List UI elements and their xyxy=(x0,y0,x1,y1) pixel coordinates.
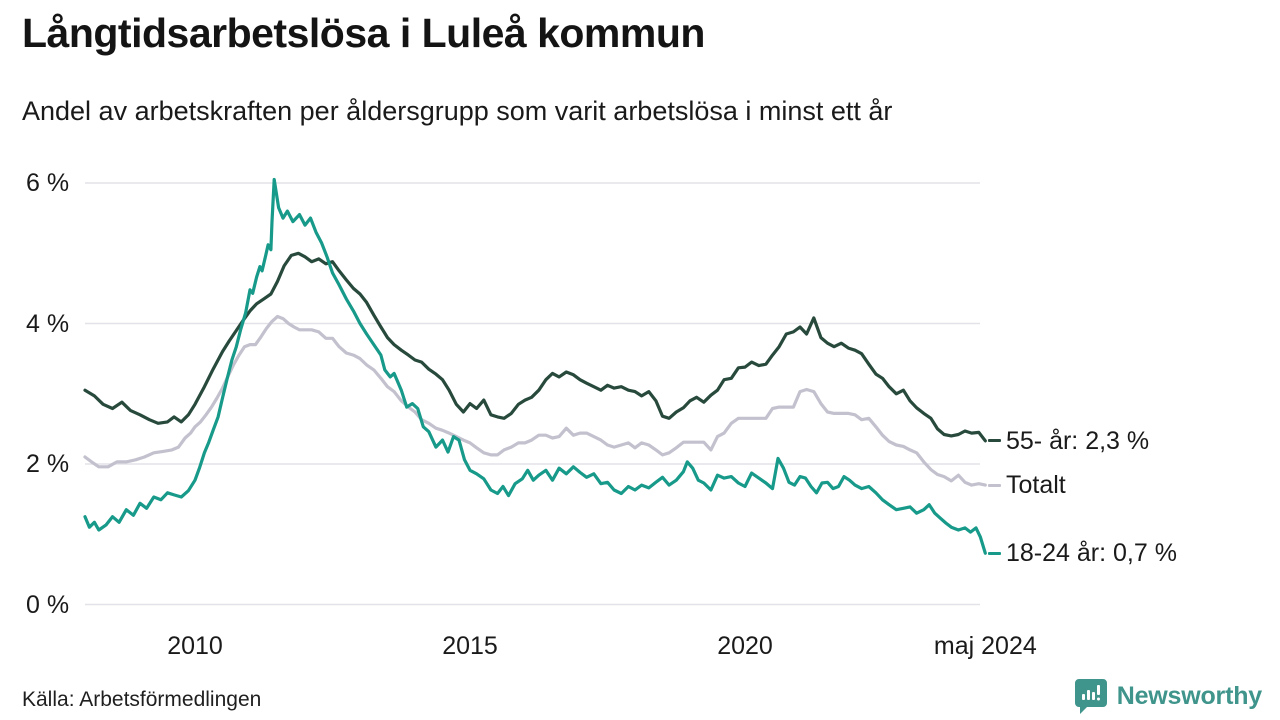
y-axis-tick-label: 6 % xyxy=(26,169,70,197)
series-dash-icon xyxy=(988,483,1001,487)
x-axis-tick-label: maj 2024 xyxy=(933,632,1037,660)
x-axis-tick-label: 2020 xyxy=(717,632,773,660)
series-end-label-totalt: Totalt xyxy=(988,469,1066,501)
page-title: Långtidsarbetslösa i Luleå kommun xyxy=(22,10,705,56)
series-dash-icon xyxy=(988,439,1001,443)
chart-subtitle: Andel av arbetskraften per åldersgrupp s… xyxy=(22,96,893,126)
y-axis-tick-label: 0 % xyxy=(26,590,70,619)
brand-name: Newsworthy xyxy=(1116,681,1262,710)
x-axis-tick-label: 2010 xyxy=(167,632,223,660)
series-end-label-55: 55- år: 2,3 % xyxy=(988,425,1149,457)
newsworthy-branding: Newsworthy xyxy=(1074,678,1262,714)
series-dash-icon xyxy=(988,551,1001,555)
y-axis-tick-label: 4 % xyxy=(26,309,70,338)
y-axis-tick-label: 2 % xyxy=(26,450,70,478)
source-caption: Källa: Arbetsförmedlingen xyxy=(22,688,262,711)
newsworthy-bar-chart-bubble-icon xyxy=(1074,679,1107,714)
series-end-label-18-24: 18-24 år: 0,7 % xyxy=(988,537,1177,569)
x-axis-tick-label: 2015 xyxy=(442,632,498,660)
